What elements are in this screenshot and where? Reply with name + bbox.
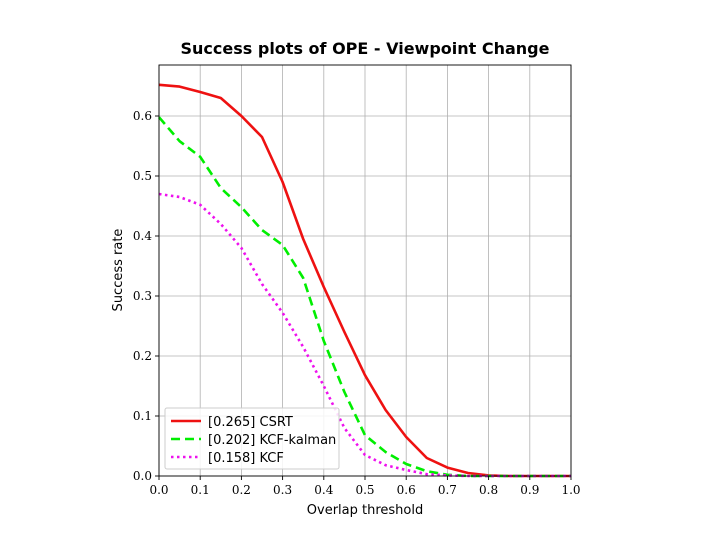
y-tick-label: 0.4 — [133, 229, 152, 243]
legend-label: [0.265] CSRT — [208, 415, 293, 430]
y-axis-ticks: 0.0 0.1 0.2 0.3 0.4 0.5 0.6 — [133, 109, 159, 483]
y-tick-label: 0.2 — [133, 349, 152, 363]
y-tick-label: 0.6 — [133, 109, 152, 123]
x-axis-ticks: 0.0 0.1 0.2 0.3 0.4 0.5 0.6 0.7 0.8 0.9 1.0 — [149, 476, 581, 497]
x-tick-label: 0.4 — [314, 483, 333, 497]
y-axis-label: Success rate — [111, 229, 126, 312]
legend: [0.265] CSRT [0.202] KCF-kalman [0.158] KC… — [164, 407, 340, 470]
legend-items: [0.265] CSRT [0.202] KCF-kalman [0.158] KC… — [171, 415, 336, 466]
x-tick-label: 0.5 — [355, 483, 374, 497]
y-tick-label: 0.3 — [133, 289, 152, 303]
y-tick-label: 0.5 — [133, 169, 152, 183]
legend-label: [0.158] KCF — [208, 451, 284, 466]
x-tick-label: 1.0 — [561, 483, 580, 497]
x-tick-label: 0.8 — [479, 483, 498, 497]
x-tick-label: 0.3 — [273, 483, 292, 497]
y-tick-label: 0.0 — [133, 469, 152, 483]
series-line-2 — [158, 192, 571, 478]
x-tick-label: 0.2 — [232, 483, 251, 497]
x-tick-label: 0.7 — [438, 483, 457, 497]
x-axis-label: Overlap threshold — [307, 503, 423, 518]
x-tick-label: 0.6 — [397, 483, 416, 497]
legend-label: [0.202] KCF-kalman — [208, 433, 336, 448]
x-tick-label: 0.0 — [149, 483, 168, 497]
x-tick-label: 0.9 — [520, 483, 539, 497]
y-tick-label: 0.1 — [133, 409, 152, 423]
legend-box — [164, 407, 340, 470]
x-tick-label: 0.1 — [191, 483, 210, 497]
chart-title: Success plots of OPE - Viewpoint Change — [181, 39, 550, 58]
